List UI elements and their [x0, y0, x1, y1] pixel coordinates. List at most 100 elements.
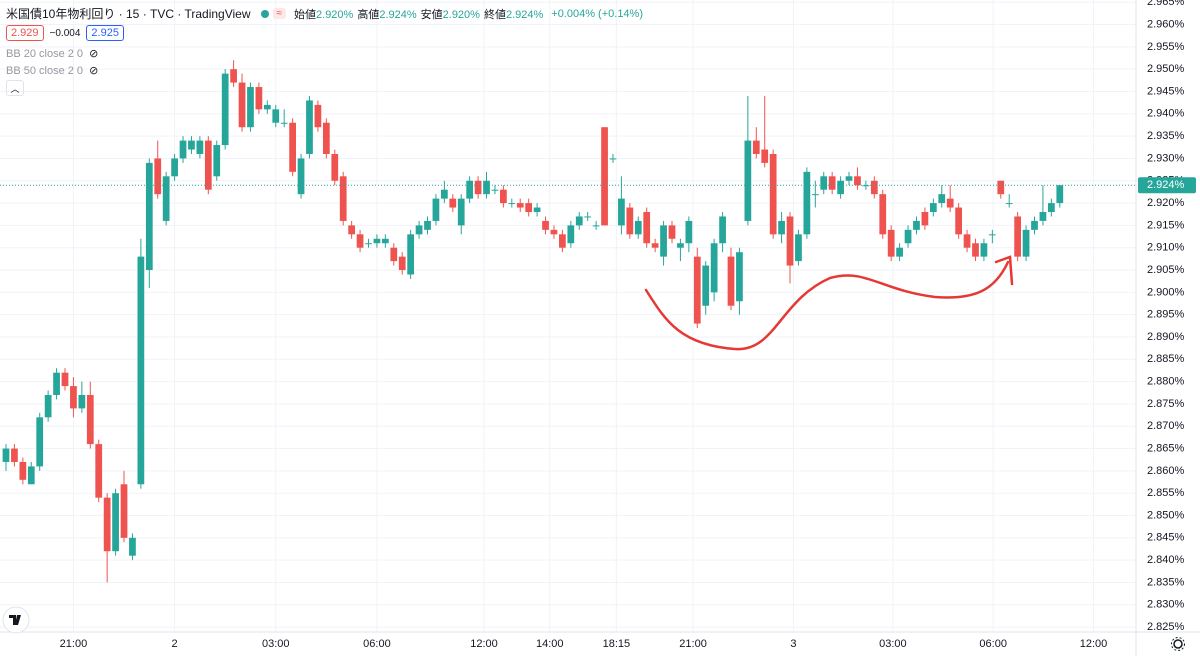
candle-body: [297, 158, 305, 195]
candle-body: [879, 194, 887, 235]
candle-body: [887, 229, 895, 257]
candle-body: [828, 176, 836, 190]
candle-body: [272, 109, 280, 123]
x-tick-label: 03:00: [262, 638, 290, 650]
y-tick-label: 2.870%: [1147, 420, 1185, 432]
ohlc-legend: 始値2.920% 高値2.924% 安値2.920% 終値2.924%: [294, 6, 547, 22]
candle-body: [179, 140, 187, 159]
candle-body: [525, 203, 533, 213]
ask[interactable]: 2.925: [86, 25, 124, 41]
candle-body: [618, 198, 625, 226]
candle-body: [120, 484, 128, 538]
x-tick-label: 12:00: [1080, 638, 1108, 650]
candle-body: [719, 216, 726, 244]
candle-body: [997, 180, 1005, 195]
candle-body: [424, 220, 431, 230]
candle-body: [778, 220, 785, 235]
candle-body: [1031, 220, 1038, 230]
y-tick-label: 2.845%: [1147, 532, 1185, 544]
candle-body: [584, 216, 592, 218]
candle-body: [559, 234, 566, 248]
x-tick-label: 18:15: [603, 638, 631, 650]
candle-body: [407, 234, 415, 275]
candle-body: [651, 243, 659, 248]
indicator-label: BB 20 close 2 0: [6, 47, 84, 60]
candle-body: [820, 176, 828, 190]
candle-body: [1039, 212, 1047, 221]
y-tick-label: 2.930%: [1147, 152, 1185, 164]
candle-body: [432, 198, 440, 221]
candle-body: [247, 87, 254, 128]
y-tick-label: 2.945%: [1147, 85, 1185, 97]
header-row: 米国債10年物利回り · 15 · TVC · TradingView ≈ 始値…: [6, 5, 643, 22]
candle-body: [61, 372, 69, 387]
candle-body: [609, 158, 617, 160]
y-tick-label: 2.890%: [1147, 331, 1185, 343]
candle-body: [542, 220, 549, 230]
x-tick-label: 14:00: [536, 638, 564, 650]
symbol-title: 米国債10年物利回り · 15 · TVC · TradingView: [6, 7, 251, 21]
candle-body: [255, 87, 263, 110]
candle-body: [567, 225, 575, 244]
candle-body: [744, 140, 752, 221]
bid[interactable]: 2.929: [6, 25, 44, 41]
ohlc-label: 終値: [483, 8, 506, 21]
candle-body: [988, 234, 996, 236]
ohlc-value: 2.920%: [442, 8, 480, 21]
candle-body: [491, 189, 499, 191]
candle-body: [213, 145, 221, 177]
candles: [2, 60, 1064, 583]
candle-body: [196, 140, 204, 154]
y-tick-label: 2.880%: [1147, 376, 1185, 388]
candle-body: [306, 100, 313, 154]
y-tick-label: 2.940%: [1147, 108, 1185, 120]
x-tick-label: 21:00: [60, 638, 88, 650]
candle-body: [314, 104, 322, 128]
x-tick-label: 12:00: [470, 638, 498, 650]
candle-body: [592, 225, 600, 227]
candle-body: [955, 207, 962, 235]
ohlc-value: 2.920%: [316, 8, 354, 21]
eye-icon[interactable]: ⊘: [89, 48, 99, 60]
candle-body: [162, 176, 170, 221]
grid: [0, 0, 1136, 632]
status-badge: ≈: [272, 8, 287, 19]
candle-body: [230, 69, 237, 83]
candle-body: [702, 265, 710, 306]
candle-body: [862, 185, 870, 187]
settings-icon[interactable]: [1171, 637, 1185, 651]
collapse-button[interactable]: ︿: [6, 80, 24, 96]
candle-body: [137, 256, 145, 485]
candle-body: [188, 140, 195, 150]
candle-body: [601, 127, 608, 226]
candle-body: [870, 180, 878, 195]
candle-body: [112, 493, 119, 552]
y-tick-label: 2.895%: [1147, 309, 1185, 321]
x-tick-label: 21:00: [679, 638, 707, 650]
candle-body: [854, 176, 861, 186]
candle-body: [921, 212, 929, 226]
indicator: BB 50 close 2 0 ⊘: [6, 64, 99, 78]
status-dot: [260, 9, 269, 18]
candle-body: [896, 247, 903, 257]
candle-body: [474, 180, 482, 195]
y-tick-label: 2.885%: [1147, 353, 1185, 365]
candle-body: [769, 153, 777, 235]
candle-body: [677, 243, 684, 248]
y-tick-label: 2.865%: [1147, 442, 1185, 454]
candle-body: [575, 216, 583, 226]
candle-body: [457, 198, 465, 226]
candle-body: [154, 158, 162, 195]
candle-body: [803, 171, 811, 235]
candle-body: [171, 158, 178, 177]
candle-body: [339, 176, 347, 221]
candle-body: [1056, 185, 1064, 204]
candle-body: [415, 225, 423, 235]
indicator: BB 20 close 2 0 ⊘: [6, 47, 99, 61]
candle-body: [946, 198, 954, 208]
eye-icon[interactable]: ⊘: [89, 65, 99, 77]
candle-body: [643, 212, 651, 244]
candle-body: [103, 497, 111, 552]
